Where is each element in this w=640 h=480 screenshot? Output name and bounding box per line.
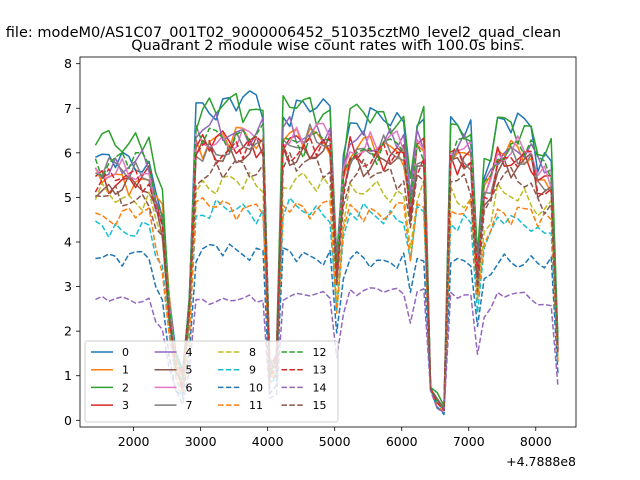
legend-label-10: 10 (249, 381, 263, 394)
legend-label-5: 5 (186, 364, 193, 377)
legend-label-1: 1 (122, 364, 129, 377)
legend-label-13: 13 (313, 364, 327, 377)
y-tick-label-8: 8 (64, 56, 72, 71)
legend-label-11: 11 (249, 399, 263, 412)
x-axis: 2000 3000 4000 5000 6000 7000 8000 (118, 427, 552, 449)
legend-label-3: 3 (122, 399, 129, 412)
series-line-10 (95, 243, 559, 416)
y-tick-label-4: 4 (64, 235, 72, 250)
legend-box (84, 340, 339, 423)
legend-label-9: 9 (249, 364, 256, 377)
chart-title: Quadrant 2 module wise count rates with … (131, 38, 525, 54)
legend-label-6: 6 (186, 381, 193, 394)
y-tick-label-0: 0 (64, 413, 72, 428)
y-tick-label-7: 7 (64, 101, 72, 116)
legend-label-14: 14 (313, 381, 327, 394)
x-tick-label-2000: 2000 (118, 434, 150, 449)
legend-label-4: 4 (186, 346, 193, 359)
legend-label-7: 7 (186, 399, 193, 412)
x-tick-label-4000: 4000 (252, 434, 284, 449)
legend-label-15: 15 (313, 399, 327, 412)
x-tick-label-3000: 3000 (185, 434, 217, 449)
y-tick-label-6: 6 (64, 145, 72, 160)
legend-label-0: 0 (122, 346, 129, 359)
y-tick-label-5: 5 (64, 190, 72, 205)
x-tick-label-7000: 7000 (453, 434, 485, 449)
figure-suptitle: n file: modeM0/AS1C07_001T02_9000006452_… (0, 25, 561, 41)
y-tick-label-2: 2 (64, 324, 72, 339)
y-tick-label-3: 3 (64, 279, 72, 294)
legend-label-2: 2 (122, 381, 129, 394)
y-tick-label-1: 1 (64, 368, 72, 383)
x-tick-label-8000: 8000 (520, 434, 552, 449)
x-tick-label-5000: 5000 (319, 434, 351, 449)
legend-label-8: 8 (249, 346, 256, 359)
y-axis: 0 1 2 3 4 5 6 7 8 (64, 56, 80, 428)
x-offset-label: +4.7888e8 (506, 454, 576, 469)
legend-label-12: 12 (313, 346, 327, 359)
x-tick-label-6000: 6000 (386, 434, 418, 449)
